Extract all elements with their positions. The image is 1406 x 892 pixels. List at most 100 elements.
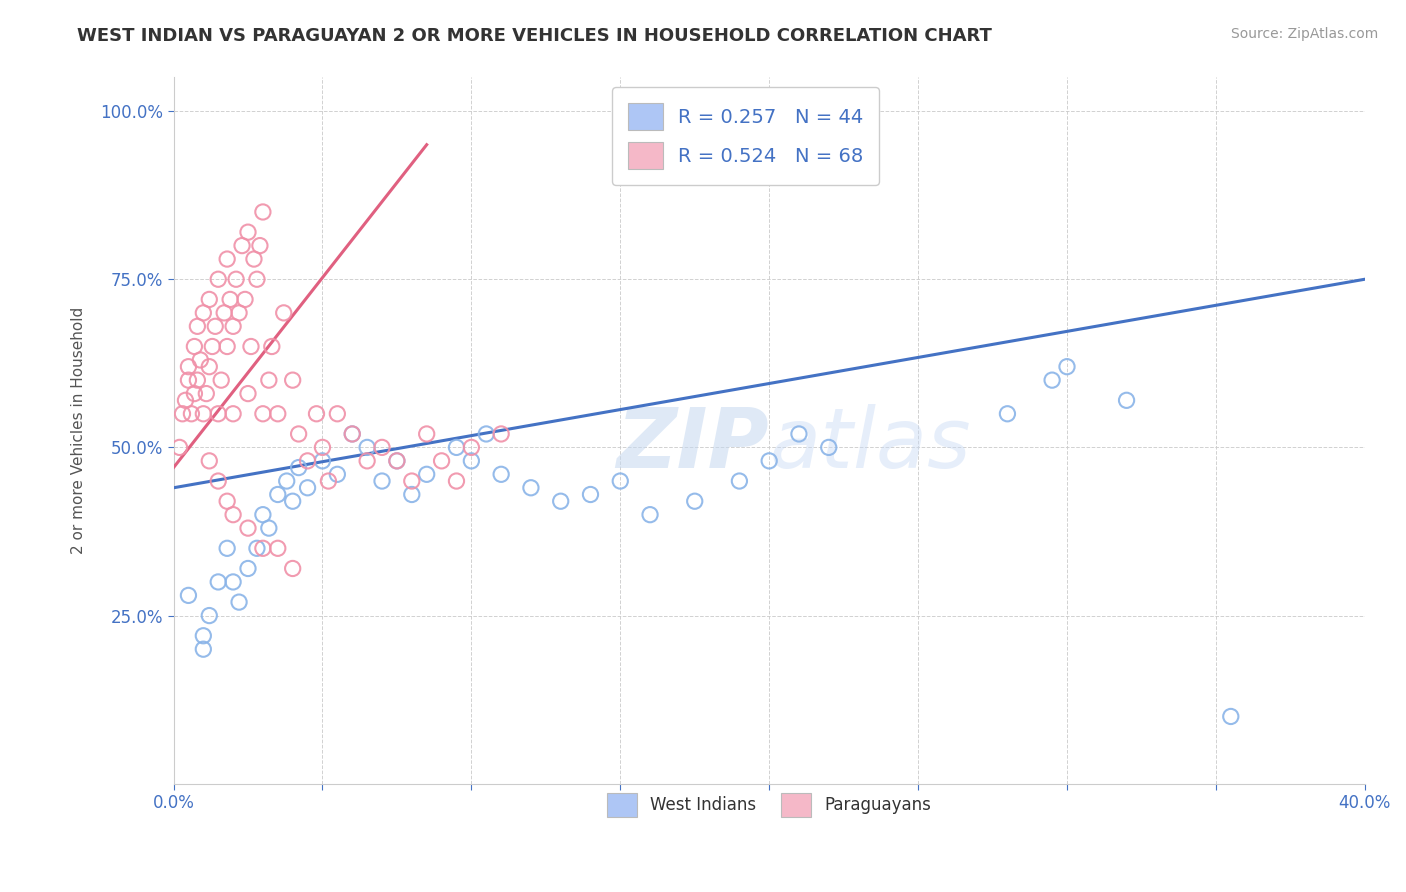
Point: [198, 359, 221, 374]
Point: [207, 574, 229, 589]
Point: [201, 339, 224, 353]
Point: [222, 407, 245, 421]
Point: [609, 474, 631, 488]
Point: [219, 293, 242, 307]
Point: [193, 306, 215, 320]
Point: [758, 454, 780, 468]
Point: [415, 426, 437, 441]
Point: [225, 272, 247, 286]
Point: [342, 426, 364, 441]
Point: [207, 474, 229, 488]
Point: [257, 373, 280, 387]
Point: [193, 407, 215, 421]
Point: [252, 508, 274, 522]
Point: [430, 454, 453, 468]
Point: [222, 319, 245, 334]
Point: [683, 494, 706, 508]
Point: [1040, 373, 1063, 387]
Point: [198, 608, 221, 623]
Point: [446, 474, 468, 488]
Point: [177, 373, 200, 387]
Point: [260, 339, 283, 353]
Point: [183, 339, 205, 353]
Point: [246, 541, 269, 556]
Point: [281, 561, 304, 575]
Point: [475, 426, 498, 441]
Point: [311, 441, 333, 455]
Point: [236, 561, 259, 575]
Point: [217, 339, 239, 353]
Point: [276, 474, 298, 488]
Point: [446, 441, 468, 455]
Point: [177, 588, 200, 602]
Point: [1056, 359, 1078, 374]
Point: [257, 521, 280, 535]
Point: [236, 521, 259, 535]
Point: [311, 454, 333, 468]
Legend: West Indians, Paraguayans: West Indians, Paraguayans: [599, 785, 939, 825]
Point: [287, 426, 309, 441]
Point: [273, 306, 295, 320]
Point: [228, 595, 250, 609]
Text: WEST INDIAN VS PARAGUAYAN 2 OR MORE VEHICLES IN HOUSEHOLD CORRELATION CHART: WEST INDIAN VS PARAGUAYAN 2 OR MORE VEHI…: [77, 27, 993, 45]
Point: [267, 541, 290, 556]
Text: ZIP: ZIP: [617, 404, 769, 485]
Point: [787, 426, 810, 441]
Point: [240, 339, 263, 353]
Point: [267, 407, 290, 421]
Point: [188, 353, 211, 368]
Point: [318, 474, 340, 488]
Point: [252, 205, 274, 219]
Point: [356, 441, 378, 455]
Point: [195, 386, 218, 401]
Point: [169, 441, 191, 455]
Point: [281, 373, 304, 387]
Point: [198, 454, 221, 468]
Point: [579, 487, 602, 501]
Point: [326, 407, 349, 421]
Point: [180, 407, 202, 421]
Point: [385, 454, 408, 468]
Point: [1219, 709, 1241, 723]
Point: [297, 454, 319, 468]
Point: [520, 481, 543, 495]
Point: [287, 460, 309, 475]
Point: [236, 225, 259, 239]
Point: [186, 373, 208, 387]
Point: [415, 467, 437, 482]
Point: [236, 386, 259, 401]
Point: [228, 306, 250, 320]
Point: [342, 426, 364, 441]
Y-axis label: 2 or more Vehicles in Household: 2 or more Vehicles in Household: [72, 307, 86, 554]
Point: [217, 494, 239, 508]
Text: atlas: atlas: [769, 404, 970, 485]
Point: [183, 386, 205, 401]
Point: [817, 441, 839, 455]
Point: [207, 272, 229, 286]
Point: [198, 293, 221, 307]
Point: [193, 629, 215, 643]
Point: [305, 407, 328, 421]
Point: [193, 642, 215, 657]
Point: [177, 359, 200, 374]
Point: [281, 494, 304, 508]
Point: [326, 467, 349, 482]
Text: Source: ZipAtlas.com: Source: ZipAtlas.com: [1230, 27, 1378, 41]
Point: [728, 474, 751, 488]
Point: [174, 393, 197, 408]
Point: [233, 293, 256, 307]
Point: [356, 454, 378, 468]
Point: [371, 441, 394, 455]
Point: [204, 319, 226, 334]
Point: [222, 574, 245, 589]
Point: [401, 487, 423, 501]
Point: [186, 319, 208, 334]
Point: [246, 272, 269, 286]
Point: [489, 467, 512, 482]
Point: [638, 508, 661, 522]
Point: [252, 541, 274, 556]
Point: [489, 426, 512, 441]
Point: [212, 306, 235, 320]
Point: [401, 474, 423, 488]
Point: [460, 441, 482, 455]
